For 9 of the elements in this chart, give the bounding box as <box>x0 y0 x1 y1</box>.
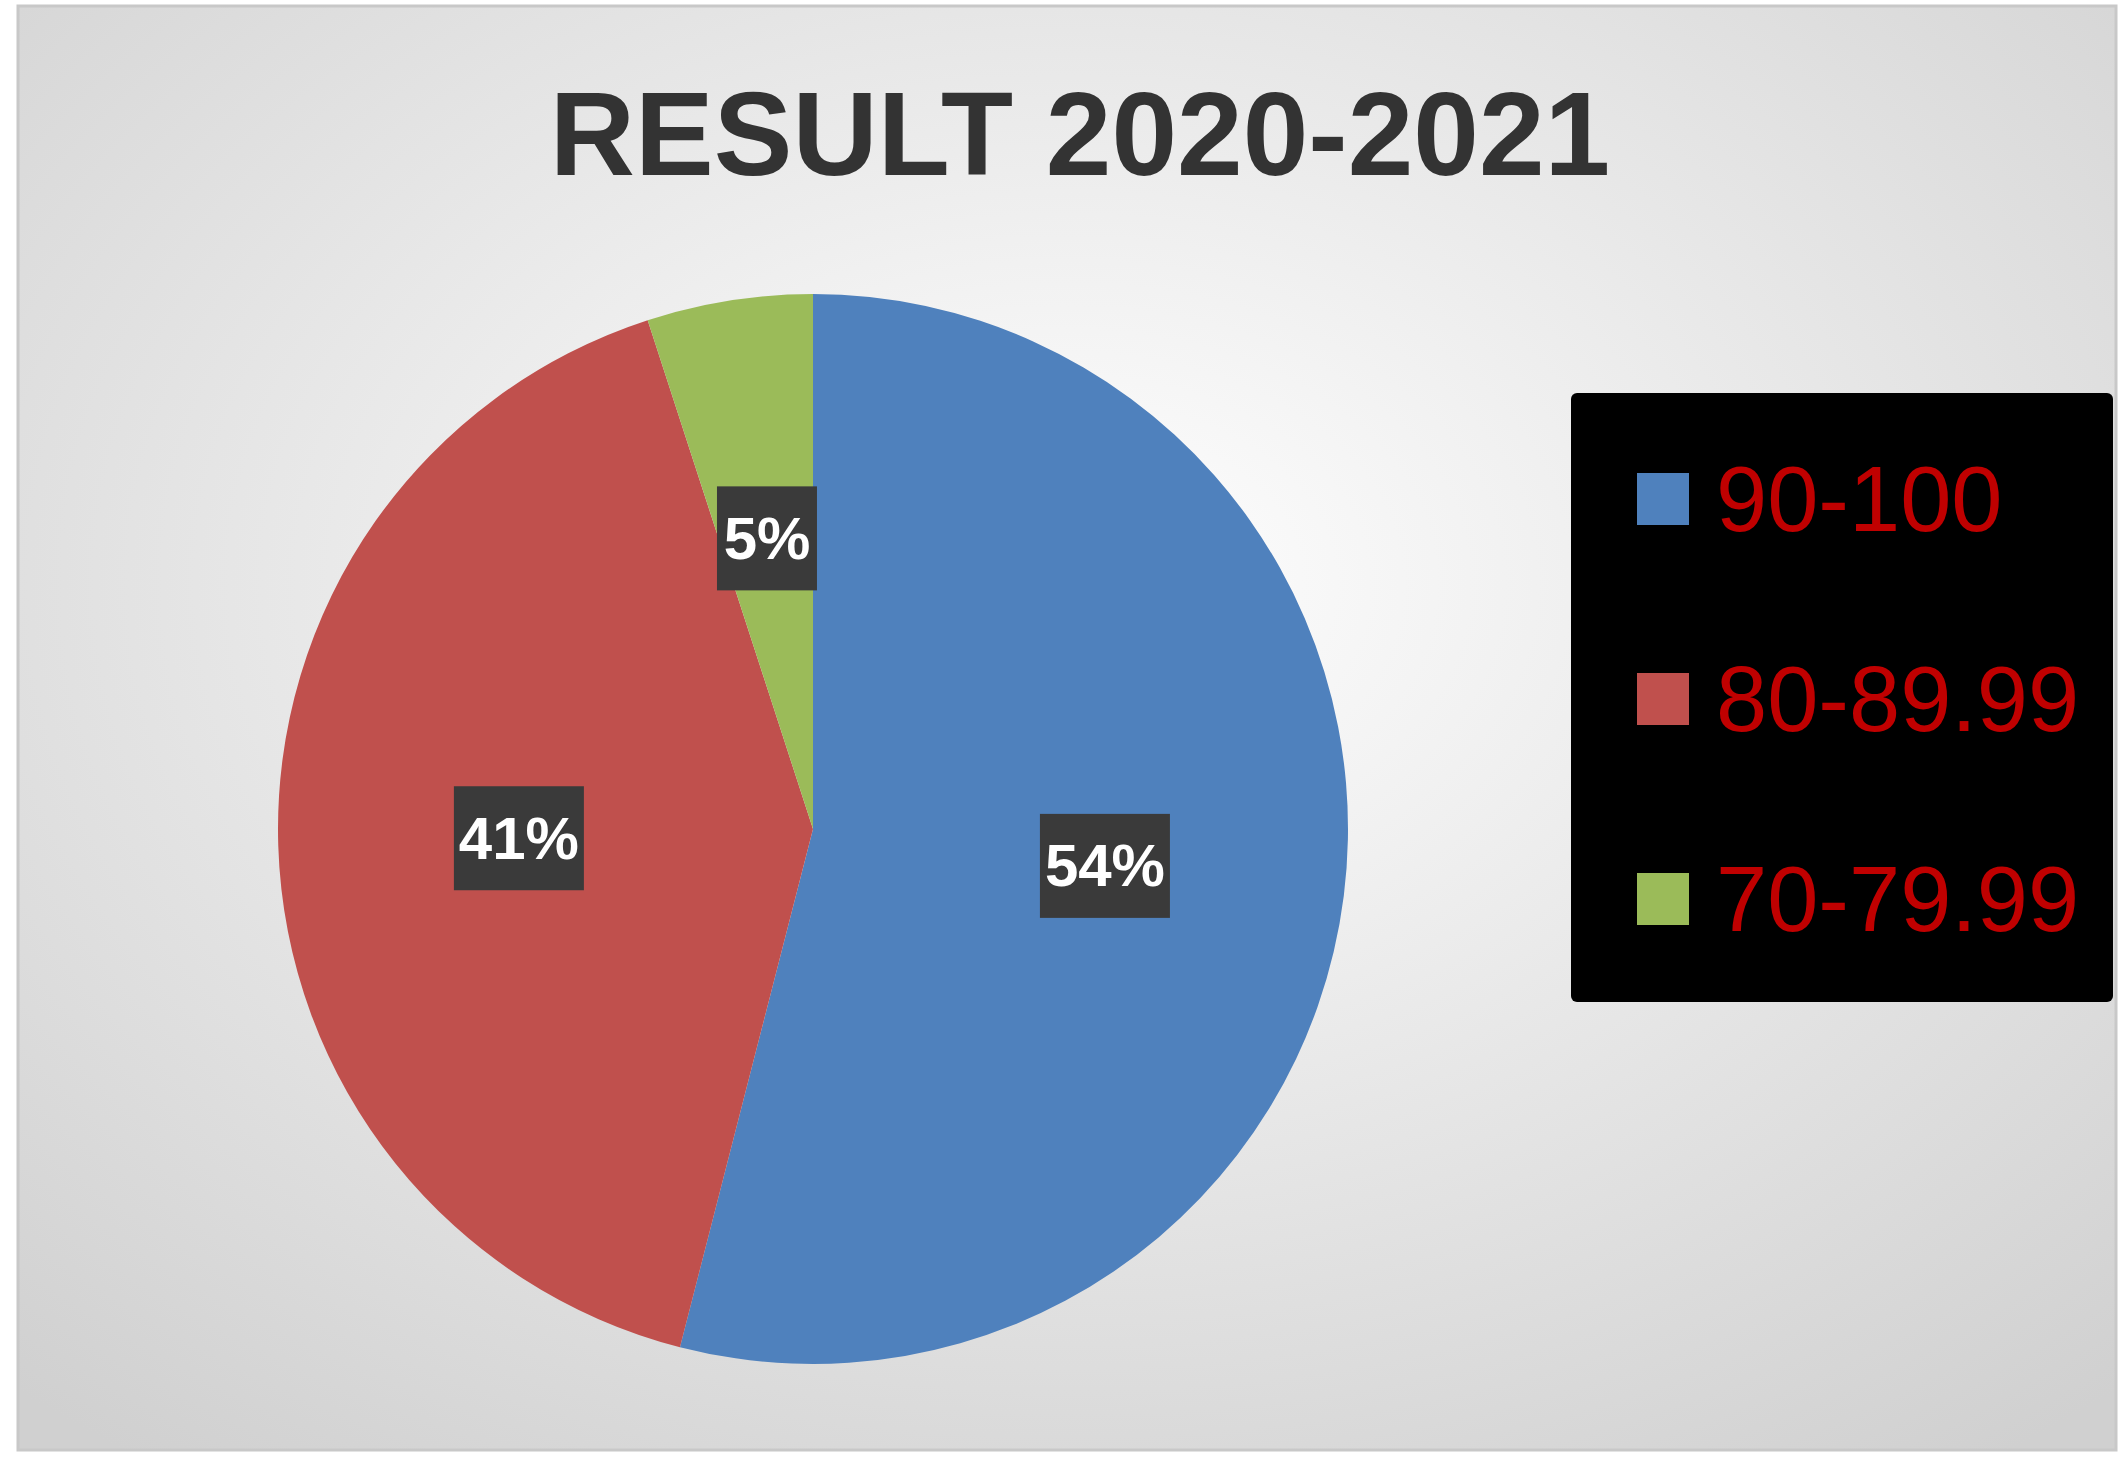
pie-slice <box>679 294 1347 1364</box>
data-label: 5% <box>723 504 811 572</box>
legend-label: 70-79.99 <box>1716 848 2080 950</box>
legend-label: 80-89.99 <box>1716 648 2080 750</box>
data-label: 54% <box>1044 832 1165 900</box>
data-label: 41% <box>458 804 579 872</box>
legend-label: 90-100 <box>1716 448 2003 550</box>
chart-title: RESULT 2020-2021 <box>549 68 1611 200</box>
pie-slice <box>278 320 813 1348</box>
